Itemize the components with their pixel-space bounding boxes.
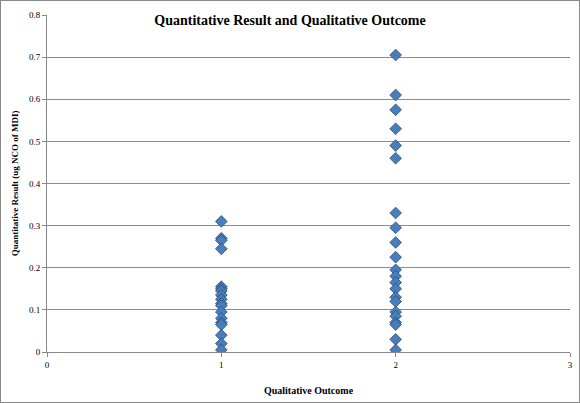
- svg-text:0.3: 0.3: [29, 221, 41, 231]
- svg-text:0.5: 0.5: [29, 137, 41, 147]
- svg-text:Quantitative Result and Qualit: Quantitative Result and Qualitative Outc…: [154, 13, 425, 28]
- svg-text:0: 0: [36, 347, 41, 357]
- svg-text:0.6: 0.6: [29, 94, 41, 104]
- svg-text:0.1: 0.1: [29, 305, 40, 315]
- svg-text:0.7: 0.7: [29, 52, 41, 62]
- svg-text:1: 1: [219, 360, 224, 370]
- svg-text:0: 0: [45, 360, 50, 370]
- svg-text:0.2: 0.2: [29, 263, 40, 273]
- svg-text:0.8: 0.8: [29, 10, 41, 20]
- svg-text:2: 2: [393, 360, 398, 370]
- svg-text:3: 3: [568, 360, 573, 370]
- svg-text:Qualitative Outcome: Qualitative Outcome: [264, 385, 354, 396]
- svg-text:Quantitative Result (ug NCO of: Quantitative Result (ug NCO of MDI): [10, 111, 20, 257]
- svg-text:0.4: 0.4: [29, 179, 41, 189]
